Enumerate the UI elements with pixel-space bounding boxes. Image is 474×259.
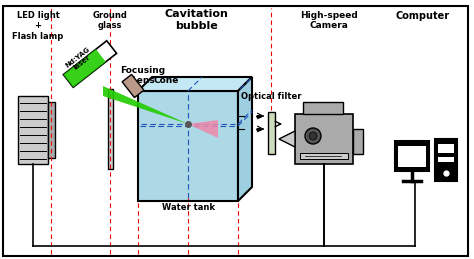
Bar <box>395 141 429 171</box>
Bar <box>48 102 55 158</box>
Bar <box>438 157 454 162</box>
Text: Ground
glass: Ground glass <box>92 11 128 30</box>
Bar <box>303 102 343 114</box>
Text: Cavitation
bubble: Cavitation bubble <box>164 9 228 31</box>
Text: Cone: Cone <box>153 76 179 85</box>
Circle shape <box>305 128 321 144</box>
Text: High-speed
Camera: High-speed Camera <box>300 11 358 30</box>
Polygon shape <box>188 120 218 138</box>
Text: Optical filter: Optical filter <box>241 92 301 101</box>
Bar <box>18 96 48 164</box>
Polygon shape <box>64 49 106 87</box>
Text: Computer: Computer <box>396 11 450 21</box>
Bar <box>398 146 426 167</box>
Polygon shape <box>103 86 188 124</box>
Polygon shape <box>64 41 117 87</box>
Bar <box>138 91 238 201</box>
Circle shape <box>309 132 317 140</box>
Polygon shape <box>238 77 252 201</box>
Text: LED light
+
Flash lamp: LED light + Flash lamp <box>12 11 64 41</box>
Bar <box>438 144 454 153</box>
Polygon shape <box>122 74 144 98</box>
Bar <box>108 89 113 169</box>
Bar <box>300 153 348 159</box>
Polygon shape <box>279 131 295 147</box>
Bar <box>268 112 275 154</box>
Text: Water tank: Water tank <box>162 203 215 212</box>
Text: Nd:YAG
laser: Nd:YAG laser <box>64 46 96 74</box>
Text: Focusing
Lens: Focusing Lens <box>120 66 165 85</box>
Bar <box>435 139 457 181</box>
Bar <box>295 114 353 164</box>
Bar <box>353 129 363 154</box>
Polygon shape <box>138 77 252 91</box>
